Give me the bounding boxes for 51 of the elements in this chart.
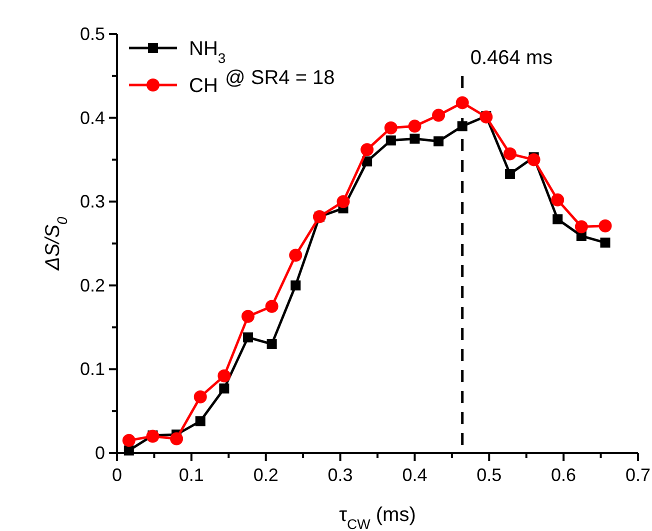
x-tick-label: 0.1 xyxy=(178,465,204,485)
point xyxy=(241,310,254,323)
x-axis-title: τ$_{CW}$ (ms) xyxy=(339,504,416,531)
point xyxy=(290,280,301,290)
ref-line-label: 0.464 ms xyxy=(470,47,553,69)
y-tick-label: 0.4 xyxy=(80,108,105,128)
y-tick-label: 0.1 xyxy=(80,359,105,380)
point xyxy=(574,220,588,234)
legend-label: CH xyxy=(189,75,218,97)
point xyxy=(432,108,446,122)
point xyxy=(504,168,515,179)
y-tick-label: 0.3 xyxy=(80,192,105,212)
annotation: @ SR4 = 18 xyxy=(225,67,335,89)
point xyxy=(219,383,230,394)
x-tick-label: 0.2 xyxy=(253,465,278,485)
x-tick-label: 0 xyxy=(112,465,122,485)
point xyxy=(527,153,540,166)
y-tick-label: 0 xyxy=(94,443,105,463)
x-tick-label: 0.4 xyxy=(402,465,428,485)
point xyxy=(195,416,206,426)
point xyxy=(410,134,420,144)
x-tick-label: 0.7 xyxy=(625,465,651,485)
point xyxy=(289,248,302,262)
point xyxy=(336,195,350,208)
y-tick-label: 0.5 xyxy=(80,24,105,44)
point xyxy=(552,214,563,224)
point xyxy=(503,147,516,160)
point xyxy=(408,120,422,133)
point xyxy=(266,339,277,350)
x-tick-label: 0.5 xyxy=(476,465,502,485)
legend-label: NH$_{3}$ xyxy=(189,38,226,66)
point xyxy=(194,390,207,404)
point xyxy=(384,121,398,134)
point xyxy=(242,332,253,342)
y-tick-label: 0.2 xyxy=(80,275,105,296)
point xyxy=(124,445,134,456)
x-tick-label: 0.6 xyxy=(551,465,576,485)
point xyxy=(551,193,564,206)
point xyxy=(457,121,468,132)
point xyxy=(386,135,396,146)
point xyxy=(122,434,136,447)
x-tick-label: 0.3 xyxy=(328,465,353,485)
point xyxy=(434,136,444,146)
point xyxy=(600,238,610,248)
point xyxy=(598,219,612,232)
point xyxy=(146,430,160,443)
point xyxy=(170,432,184,446)
point xyxy=(218,369,231,382)
point xyxy=(360,143,374,156)
point xyxy=(265,300,278,313)
point xyxy=(456,96,469,110)
